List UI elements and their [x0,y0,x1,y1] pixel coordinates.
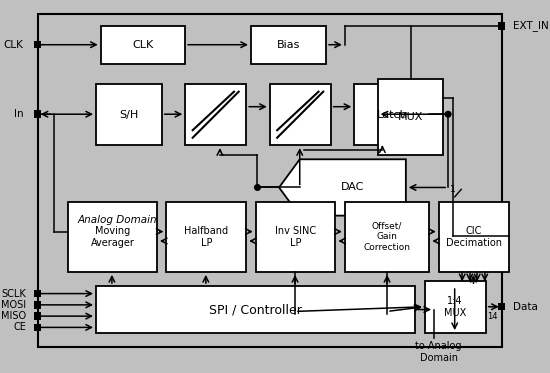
Bar [270,84,331,145]
Text: Latch: Latch [376,110,407,120]
Text: MOSI: MOSI [1,300,26,310]
Bar [96,84,162,145]
Bar [498,303,505,310]
Text: In: In [14,109,24,119]
Bar [256,201,336,272]
Bar [425,281,486,333]
Text: Moving
Averager: Moving Averager [90,226,134,248]
Bar [439,201,509,272]
Text: DAC: DAC [341,182,365,192]
Text: 1:4
MUX: 1:4 MUX [444,297,466,318]
Bar [66,61,437,234]
Bar [354,84,430,145]
Text: Bias: Bias [277,40,300,50]
Text: EXT_IN: EXT_IN [513,21,549,31]
Text: 1: 1 [450,185,456,194]
Bar [34,312,41,320]
Text: Halfband
LP: Halfband LP [184,226,228,248]
Text: Analog Domain: Analog Domain [77,215,157,225]
Text: S/H: S/H [119,110,139,120]
Bar [185,84,246,145]
Circle shape [446,112,451,117]
Text: SPI / Controller: SPI / Controller [209,303,302,316]
Bar [34,301,41,308]
Bar [251,26,326,63]
Bar [34,324,41,331]
Bar [34,110,41,118]
Text: CLK: CLK [4,40,24,50]
Text: Offset/
Gain
Correction: Offset/ Gain Correction [364,222,411,252]
Polygon shape [279,159,406,216]
Text: CIC
Decimation: CIC Decimation [446,226,502,248]
Text: Data: Data [513,302,538,312]
Text: to Analog
Domain: to Analog Domain [415,341,462,363]
Text: Inv SINC
LP: Inv SINC LP [275,226,316,248]
Text: MISO: MISO [1,311,26,321]
Bar [68,201,157,272]
Bar [167,201,246,272]
Text: 14: 14 [487,311,498,321]
Text: SCLK: SCLK [2,289,26,299]
Bar [345,201,430,272]
Bar [101,26,185,63]
Bar [38,14,502,347]
Bar [378,79,443,154]
Text: CLK: CLK [133,40,153,50]
Bar [34,290,41,297]
Text: MUX: MUX [398,112,424,122]
Text: CE: CE [14,322,26,332]
Bar [498,22,505,30]
Bar [96,286,415,333]
Bar [34,41,41,48]
Circle shape [255,185,260,190]
